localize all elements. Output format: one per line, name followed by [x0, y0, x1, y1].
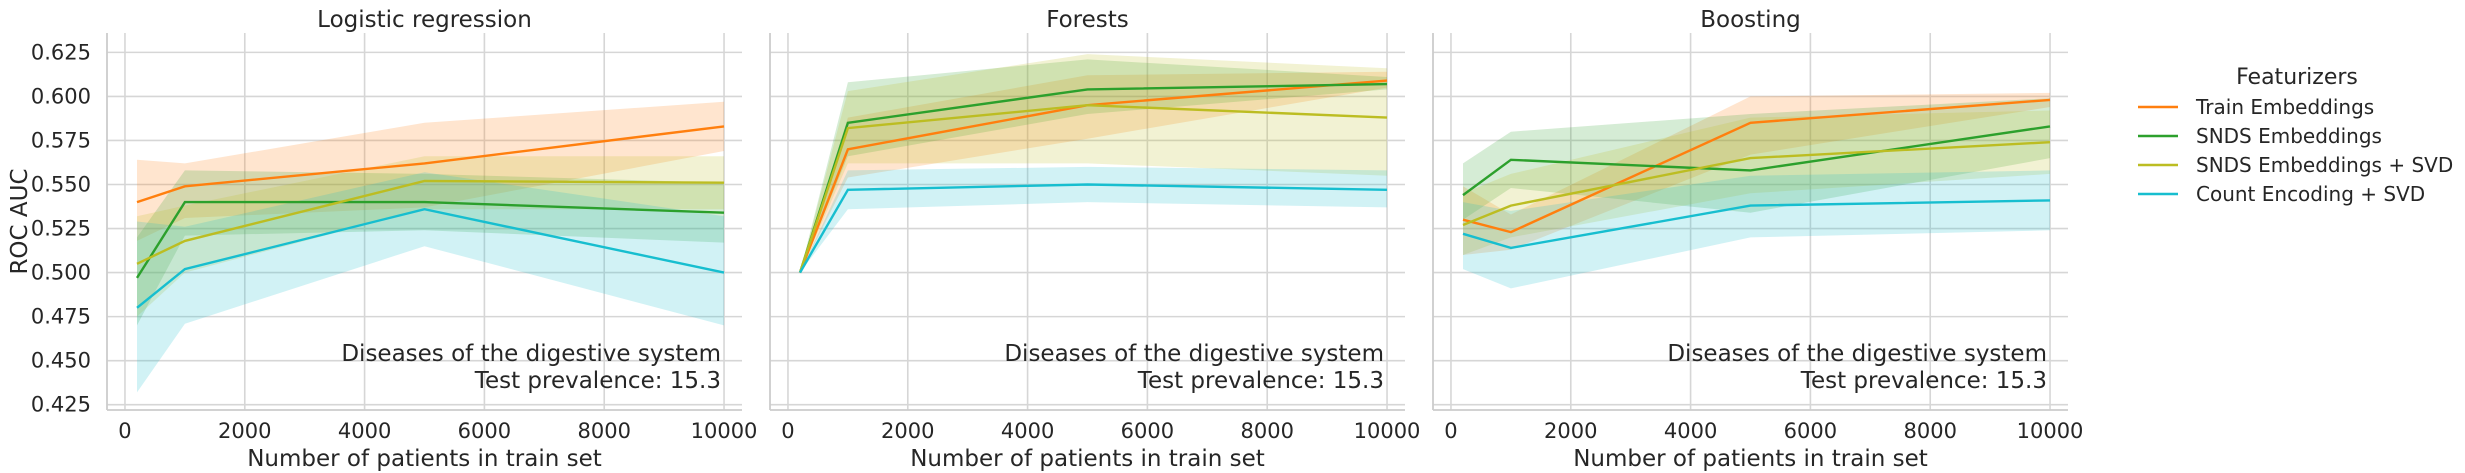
- panel-title: Forests: [1046, 7, 1129, 33]
- ci-band-snds-embeddings: [137, 170, 724, 326]
- legend-label: Train Embeddings: [2195, 95, 2374, 119]
- y-tick-label: 0.550: [31, 173, 91, 197]
- ci-band-train-embeddings: [800, 71, 1387, 273]
- series-line-count-encoding-svd: [1462, 199, 2051, 250]
- x-tick-label: 8000: [1240, 419, 1293, 443]
- y-tick-label: 0.425: [31, 393, 91, 417]
- legend-label: SNDS Embeddings: [2196, 124, 2382, 148]
- y-tick-label: 0.575: [31, 128, 91, 152]
- x-tick-label: 10000: [2017, 419, 2084, 443]
- x-tick-label: 10000: [691, 419, 758, 443]
- annotation-prevalence: Test prevalence: 15.3: [1800, 368, 2047, 394]
- x-tick-label: 0: [781, 419, 794, 443]
- series-line-snds-embeddings-svd: [1462, 141, 2051, 227]
- ci-band-train-embeddings: [137, 101, 724, 241]
- panel-title: Boosting: [1700, 7, 1801, 33]
- x-tick-label: 8000: [1903, 419, 1956, 443]
- annotation-disease: Diseases of the digestive system: [1667, 341, 2047, 367]
- x-tick-label: 4000: [1001, 419, 1054, 443]
- x-tick-label: 2000: [218, 419, 271, 443]
- legend-title: Featurizers: [2236, 65, 2358, 90]
- series-line-train-embeddings: [1462, 98, 2051, 234]
- x-tick-label: 0: [118, 419, 131, 443]
- ci-band-snds-embeddings-svd: [1463, 110, 2050, 255]
- x-axis-title: Number of patients in train set: [910, 446, 1265, 472]
- x-tick-label: 6000: [458, 419, 511, 443]
- ci-band-train-embeddings: [1463, 92, 2050, 256]
- series-line-count-encoding-svd: [798, 183, 1388, 274]
- legend-label: Count Encoding + SVD: [2196, 182, 2425, 206]
- legend-item-count-encoding-svd: Count Encoding + SVD: [2138, 182, 2425, 206]
- series-line-train-embeddings: [136, 125, 725, 204]
- ci-band-snds-embeddings-svd: [137, 156, 724, 317]
- y-tick-label: 0.450: [31, 349, 91, 373]
- x-tick-label: 2000: [1544, 419, 1597, 443]
- series-line-snds-embeddings: [1462, 125, 2051, 197]
- panel-title: Logistic regression: [317, 7, 532, 33]
- ci-band-count-encoding-svd: [137, 172, 724, 393]
- annotation-disease: Diseases of the digestive system: [1004, 341, 1384, 367]
- series-line-snds-embeddings-svd: [798, 103, 1388, 273]
- legend-item-snds-embeddings: SNDS Embeddings: [2138, 124, 2382, 148]
- series-line-count-encoding-svd: [136, 207, 725, 309]
- legend-label: SNDS Embeddings + SVD: [2196, 153, 2453, 177]
- x-tick-label: 6000: [1121, 419, 1174, 443]
- y-tick-label: 0.500: [31, 261, 91, 285]
- panel-boosting: 0 2000 4000 6000 8000 10000 Number of patients…: [1432, 7, 2084, 472]
- panel-forests: 0 2000 4000 6000 8000 10000 Number of patients…: [769, 7, 1421, 472]
- legend: Featurizers Train Embeddings SNDS Embeddin…: [2138, 65, 2453, 206]
- legend-item-snds-embeddings-svd: SNDS Embeddings + SVD: [2138, 153, 2453, 177]
- legend-item-train-embeddings: Train Embeddings: [2138, 95, 2374, 119]
- series-line-snds-embeddings: [135, 200, 725, 279]
- x-tick-label: 6000: [1784, 419, 1837, 443]
- x-tick-label: 4000: [338, 419, 391, 443]
- y-tick-label: 0.475: [31, 305, 91, 329]
- ci-band-count-encoding-svd: [800, 166, 1387, 273]
- y-tick-label: 0.625: [31, 40, 91, 64]
- annotation-disease: Diseases of the digestive system: [341, 341, 721, 367]
- x-tick-label: 4000: [1664, 419, 1717, 443]
- x-tick-label: 8000: [577, 419, 630, 443]
- y-axis-title: ROC AUC: [7, 168, 33, 274]
- x-axis-title: Number of patients in train set: [247, 446, 602, 472]
- series-line-train-embeddings: [798, 79, 1388, 274]
- panel-logistic-regression: 0 2000 4000 6000 8000 10000 Number of patients…: [7, 7, 757, 472]
- x-tick-label: 10000: [1354, 419, 1421, 443]
- ci-band-snds-embeddings: [800, 59, 1387, 273]
- x-axis-title: Number of patients in train set: [1573, 446, 1928, 472]
- y-tick-label: 0.525: [31, 217, 91, 241]
- x-tick-label: 0: [1444, 419, 1457, 443]
- ci-band-count-encoding-svd: [1463, 170, 2050, 289]
- annotation-prevalence: Test prevalence: 15.3: [1137, 368, 1384, 394]
- y-tick-label: 0.600: [31, 84, 91, 108]
- series-line-snds-embeddings-svd: [136, 179, 725, 265]
- x-tick-label: 2000: [881, 419, 934, 443]
- annotation-prevalence: Test prevalence: 15.3: [474, 368, 721, 394]
